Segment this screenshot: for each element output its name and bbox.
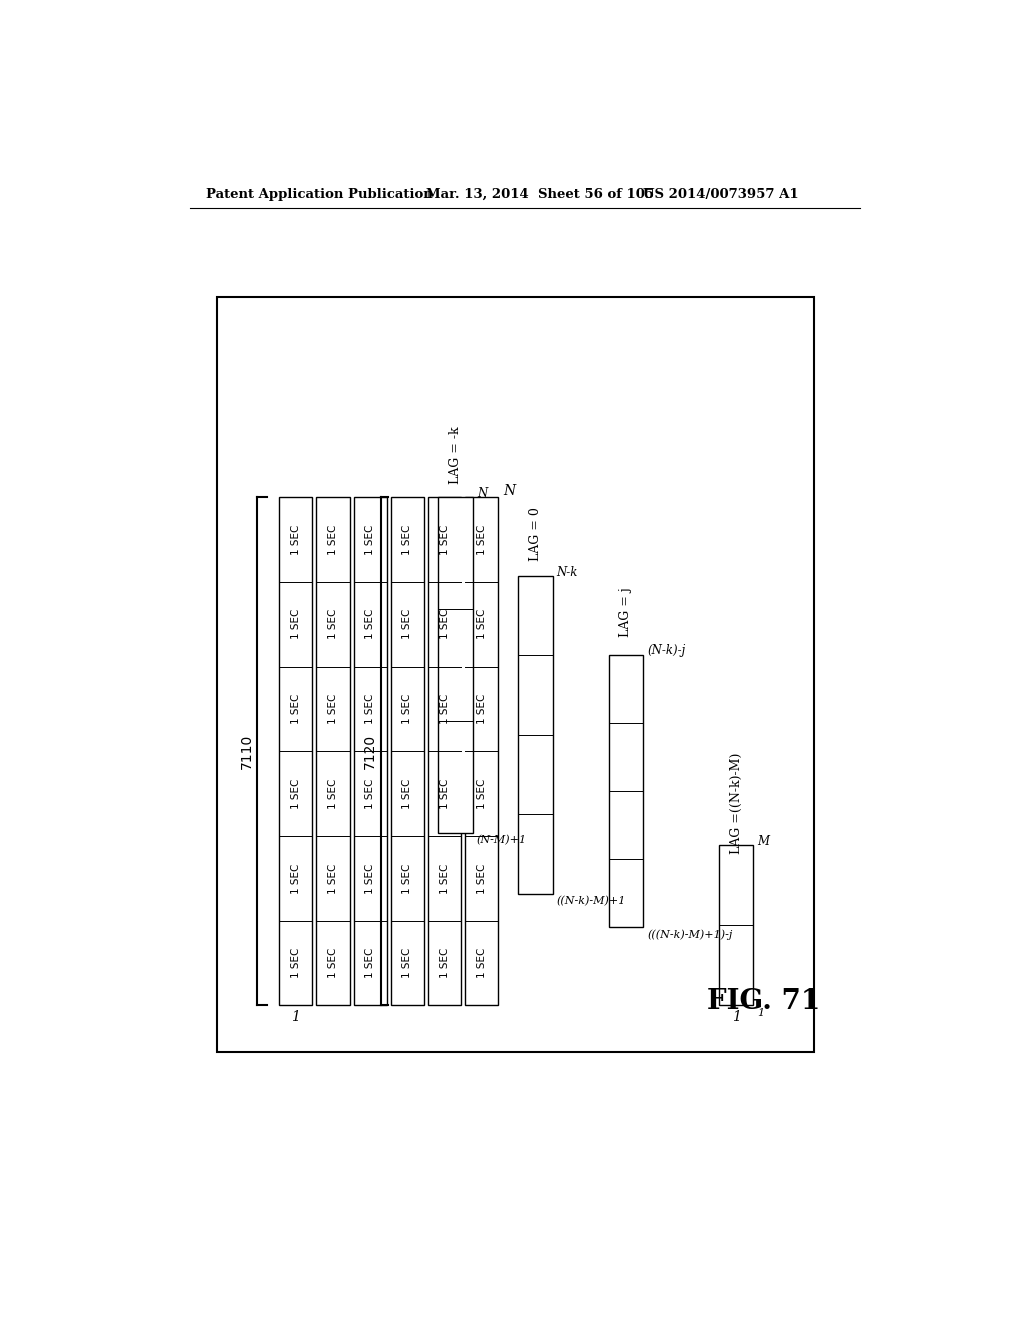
Text: 1 SEC: 1 SEC [328,609,338,639]
Text: 1 SEC: 1 SEC [328,863,338,894]
Text: 1 SEC: 1 SEC [402,779,413,809]
Bar [316,498,349,1006]
Text: 1 SEC: 1 SEC [477,609,486,639]
Bar [438,498,473,833]
Text: LAG = j: LAG = j [620,587,633,638]
Text: 1 SEC: 1 SEC [366,609,375,639]
Text: 1 SEC: 1 SEC [439,948,450,978]
Text: M: M [758,836,769,847]
Text: 1 SEC: 1 SEC [439,779,450,809]
Text: 1 SEC: 1 SEC [439,863,450,894]
Text: 1 SEC: 1 SEC [366,779,375,809]
Bar [518,576,553,894]
Text: 1: 1 [731,1010,740,1024]
Text: US 2014/0073957 A1: US 2014/0073957 A1 [643,187,799,201]
Text: 7120: 7120 [362,734,377,768]
Text: Mar. 13, 2014  Sheet 56 of 105: Mar. 13, 2014 Sheet 56 of 105 [426,187,654,201]
Text: 1 SEC: 1 SEC [402,863,413,894]
Bar [280,498,312,1006]
Text: 1 SEC: 1 SEC [402,694,413,725]
Text: 1 SEC: 1 SEC [291,694,301,725]
Text: 1 SEC: 1 SEC [291,948,301,978]
Text: 1: 1 [292,1010,300,1024]
Text: N-k: N-k [557,566,578,578]
Text: 1 SEC: 1 SEC [439,609,450,639]
Text: 1 SEC: 1 SEC [477,863,486,894]
Text: 1 SEC: 1 SEC [402,524,413,554]
Text: 7110: 7110 [240,734,254,770]
Text: 1 SEC: 1 SEC [402,609,413,639]
Bar [465,498,499,1006]
Bar [608,655,643,927]
Text: 1 SEC: 1 SEC [328,694,338,725]
Text: 1 SEC: 1 SEC [477,694,486,725]
Text: 1 SEC: 1 SEC [328,779,338,809]
Text: (((N-k)-M)+1)-j: (((N-k)-M)+1)-j [647,929,732,940]
Text: 1 SEC: 1 SEC [291,524,301,554]
Text: LAG = -k: LAG = -k [449,426,462,483]
Text: FIG. 71: FIG. 71 [707,989,820,1015]
Text: N: N [477,487,487,500]
Bar [353,498,387,1006]
Text: 1 SEC: 1 SEC [477,948,486,978]
Text: 1 SEC: 1 SEC [439,694,450,725]
Text: 1 SEC: 1 SEC [366,863,375,894]
Text: 1: 1 [758,1008,765,1018]
Text: 1 SEC: 1 SEC [402,948,413,978]
Text: 1 SEC: 1 SEC [439,524,450,554]
Bar [391,498,424,1006]
Text: 1 SEC: 1 SEC [477,779,486,809]
Text: N: N [503,484,515,498]
Text: 1 SEC: 1 SEC [477,524,486,554]
Text: ((N-k)-M)+1: ((N-k)-M)+1 [557,896,626,907]
Text: 1 SEC: 1 SEC [291,863,301,894]
Text: 1 SEC: 1 SEC [328,948,338,978]
Text: LAG = 0: LAG = 0 [528,507,542,561]
Text: LAG =((N-k)-M): LAG =((N-k)-M) [729,752,742,854]
Text: 1 SEC: 1 SEC [291,779,301,809]
Bar [217,297,814,1052]
Text: 1 SEC: 1 SEC [328,524,338,554]
Bar [719,845,754,1006]
Text: (N-k)-j: (N-k)-j [647,644,685,657]
Text: 1 SEC: 1 SEC [366,694,375,725]
Text: 1 SEC: 1 SEC [291,609,301,639]
Bar [428,498,461,1006]
Text: 1 SEC: 1 SEC [366,524,375,554]
Text: (N-M)+1: (N-M)+1 [477,836,527,846]
Text: 1 SEC: 1 SEC [366,948,375,978]
Text: Patent Application Publication: Patent Application Publication [206,187,432,201]
